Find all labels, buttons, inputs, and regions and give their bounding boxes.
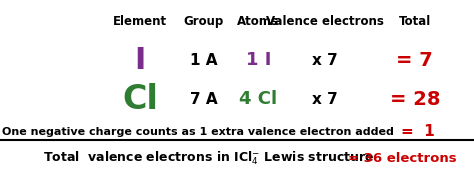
- Text: One negative charge counts as 1 extra valence electron added: One negative charge counts as 1 extra va…: [2, 127, 394, 137]
- Text: 7 A: 7 A: [190, 92, 218, 107]
- Text: 4 Cl: 4 Cl: [239, 90, 277, 108]
- Text: = 36 electrons: = 36 electrons: [348, 152, 457, 165]
- Text: Valence electrons: Valence electrons: [266, 15, 383, 28]
- Text: Total  valence electrons in ICl$_{4}^{-}$ Lewis structure: Total valence electrons in ICl$_{4}^{-}$…: [43, 149, 374, 167]
- Text: Group: Group: [184, 15, 224, 28]
- Text: Total: Total: [399, 15, 431, 28]
- Text: x 7: x 7: [312, 92, 337, 107]
- Text: = 7: = 7: [396, 51, 433, 70]
- Text: 1 I: 1 I: [246, 51, 271, 69]
- Text: = 28: = 28: [390, 90, 440, 109]
- Text: =  1: = 1: [401, 124, 434, 139]
- Text: x 7: x 7: [312, 53, 337, 68]
- Text: I: I: [134, 46, 146, 75]
- Text: Atoms: Atoms: [237, 15, 279, 28]
- Text: Cl: Cl: [122, 83, 158, 116]
- Text: 1 A: 1 A: [190, 53, 218, 68]
- Text: Element: Element: [113, 15, 167, 28]
